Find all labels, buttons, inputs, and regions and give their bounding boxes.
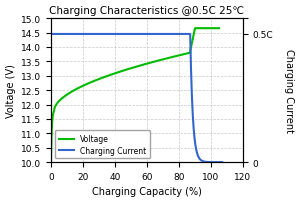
- Voltage: [217, 28, 221, 30]
- Y-axis label: Charging Current: Charging Current: [284, 49, 294, 133]
- Charging Current: [150, 34, 154, 36]
- Voltage: [92, 80, 96, 83]
- Line: Charging Current: Charging Current: [51, 35, 222, 162]
- Charging Current: [220, 161, 224, 164]
- Legend: Voltage, Charging Current: Voltage, Charging Current: [55, 131, 150, 159]
- Charging Current: [80, 34, 83, 36]
- Voltage: [176, 55, 179, 58]
- Title: Charging Characteristics @0.5C 25℃: Charging Characteristics @0.5C 25℃: [50, 5, 244, 16]
- Y-axis label: Voltage (V): Voltage (V): [6, 64, 16, 118]
- Voltage: [161, 59, 165, 61]
- X-axis label: Charging Capacity (%): Charging Capacity (%): [92, 186, 202, 197]
- Voltage: [193, 28, 197, 30]
- Voltage: [148, 62, 152, 65]
- Charging Current: [164, 34, 167, 36]
- Charging Current: [49, 34, 53, 36]
- Line: Voltage: Voltage: [51, 29, 219, 162]
- Voltage: [49, 161, 53, 164]
- Voltage: [125, 69, 129, 71]
- Charging Current: [178, 34, 182, 36]
- Charging Current: [127, 34, 130, 36]
- Charging Current: [93, 34, 97, 36]
- Voltage: [79, 86, 83, 89]
